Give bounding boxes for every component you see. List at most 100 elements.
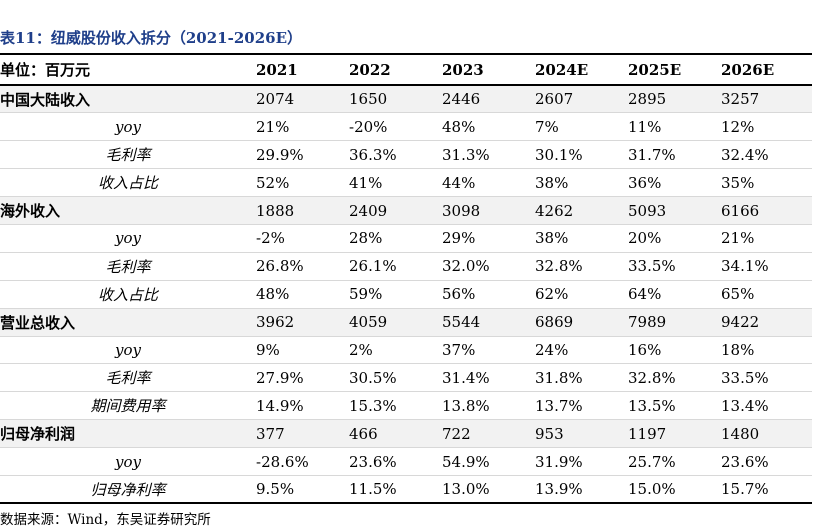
table-cell: 54.9% (440, 447, 533, 476)
table-cell: 13.0% (440, 475, 533, 505)
table-cell: 20% (626, 224, 719, 253)
table-cell: 1197 (626, 419, 719, 449)
table-cell: 14.9% (254, 391, 347, 421)
data-source-note: 数据来源：Wind，东吴证券研究所 (0, 512, 211, 528)
table-cell: 7% (533, 112, 626, 142)
table-row: 收入占比 48% 59% 56% 62% 64% 65% (0, 280, 812, 309)
table-title: 表11：纽威股份收入拆分（2021-2026E） (0, 29, 303, 47)
table-cell: 23.6% (719, 447, 812, 476)
row-label: 中国大陆收入 (0, 85, 254, 114)
table-cell: 56% (440, 280, 533, 309)
table-cell: 6166 (719, 196, 812, 225)
table-cell: 23.6% (347, 447, 440, 476)
table-cell: 377 (254, 419, 347, 449)
table-cell: 31.8% (533, 363, 626, 393)
table-cell: 13.4% (719, 391, 812, 421)
table-cell: 24% (533, 336, 626, 365)
table-cell: 3098 (440, 196, 533, 225)
header-year: 2022 (347, 53, 440, 86)
table-cell: 31.4% (440, 363, 533, 393)
table-cell: 13.7% (533, 391, 626, 421)
table-row: yoy -28.6% 23.6% 54.9% 31.9% 25.7% 23.6% (0, 447, 812, 476)
table-cell: 62% (533, 280, 626, 309)
table-cell: 3962 (254, 308, 347, 337)
table-row: yoy -2% 28% 29% 38% 20% 21% (0, 224, 812, 253)
table-cell: 15.7% (719, 475, 812, 505)
row-label: yoy (0, 336, 254, 365)
row-label: yoy (0, 112, 254, 142)
row-label: 收入占比 (0, 280, 254, 309)
table-row: 毛利率 29.9% 36.3% 31.3% 30.1% 31.7% 32.4% (0, 140, 812, 170)
table-cell: 15.3% (347, 391, 440, 421)
table-cell: 38% (533, 224, 626, 253)
table-cell: 33.5% (626, 252, 719, 281)
table-cell: 65% (719, 280, 812, 309)
table-cell: 11% (626, 112, 719, 142)
table-cell: 29.9% (254, 140, 347, 170)
row-label: 毛利率 (0, 252, 254, 281)
header-unit: 单位：百万元 (0, 53, 254, 86)
table-cell: 34.1% (719, 252, 812, 281)
table-cell: 32.8% (533, 252, 626, 281)
header-year: 2026E (719, 53, 812, 86)
table-cell: 31.9% (533, 447, 626, 476)
table-cell: 30.1% (533, 140, 626, 170)
table-cell: 64% (626, 280, 719, 309)
table-cell: 27.9% (254, 363, 347, 393)
table-row: 海外收入 1888 2409 3098 4262 5093 6166 (0, 196, 812, 225)
table-row: 中国大陆收入 2074 1650 2446 2607 2895 3257 (0, 85, 812, 114)
table-cell: 4262 (533, 196, 626, 225)
row-label: 归母净利润 (0, 419, 254, 449)
table-cell: 35% (719, 168, 812, 198)
row-label: 营业总收入 (0, 308, 254, 337)
table-row: 归母净利率 9.5% 11.5% 13.0% 13.9% 15.0% 15.7% (0, 475, 812, 505)
table-header-row: 单位：百万元 2021 2022 2023 2024E 2025E 2026E (0, 53, 812, 86)
table-row: yoy 21% -20% 48% 7% 11% 12% (0, 112, 812, 142)
row-label: 海外收入 (0, 196, 254, 225)
table-cell: 41% (347, 168, 440, 198)
header-year: 2021 (254, 53, 347, 86)
header-year: 2024E (533, 53, 626, 86)
table-cell: 36.3% (347, 140, 440, 170)
table-cell: -28.6% (254, 447, 347, 476)
table-cell: 25.7% (626, 447, 719, 476)
table-row: 毛利率 27.9% 30.5% 31.4% 31.8% 32.8% 33.5% (0, 363, 812, 393)
table-cell: 16% (626, 336, 719, 365)
table-cell: 59% (347, 280, 440, 309)
table-cell: 1650 (347, 85, 440, 114)
table-cell: 9.5% (254, 475, 347, 505)
table-cell: 2409 (347, 196, 440, 225)
table-cell: 37% (440, 336, 533, 365)
table-cell: 5544 (440, 308, 533, 337)
table-row: yoy 9% 2% 37% 24% 16% 18% (0, 336, 812, 365)
table-cell: 2446 (440, 85, 533, 114)
table-cell: 21% (719, 224, 812, 253)
table-cell: 13.9% (533, 475, 626, 505)
table-cell: 36% (626, 168, 719, 198)
row-label: 归母净利率 (0, 475, 254, 505)
table-cell: 2074 (254, 85, 347, 114)
table-cell: 2607 (533, 85, 626, 114)
table-cell: 32.0% (440, 252, 533, 281)
table-cell: 21% (254, 112, 347, 142)
table-cell: 30.5% (347, 363, 440, 393)
table-cell: 4059 (347, 308, 440, 337)
table-cell: 31.7% (626, 140, 719, 170)
table-cell: 6869 (533, 308, 626, 337)
revenue-breakdown-table: 单位：百万元 2021 2022 2023 2024E 2025E 2026E … (0, 53, 812, 505)
table-cell: 52% (254, 168, 347, 198)
table-cell: 48% (440, 112, 533, 142)
table-cell: 9% (254, 336, 347, 365)
table-cell: 32.4% (719, 140, 812, 170)
table-cell: 13.5% (626, 391, 719, 421)
table-cell: 7989 (626, 308, 719, 337)
table-row: 期间费用率 14.9% 15.3% 13.8% 13.7% 13.5% 13.4% (0, 391, 812, 421)
table-cell: 48% (254, 280, 347, 309)
table-cell: 33.5% (719, 363, 812, 393)
table-cell: 5093 (626, 196, 719, 225)
table-cell: 11.5% (347, 475, 440, 505)
table-cell: 44% (440, 168, 533, 198)
table-cell: -20% (347, 112, 440, 142)
table-row: 营业总收入 3962 4059 5544 6869 7989 9422 (0, 308, 812, 337)
table-row: 毛利率 26.8% 26.1% 32.0% 32.8% 33.5% 34.1% (0, 252, 812, 281)
